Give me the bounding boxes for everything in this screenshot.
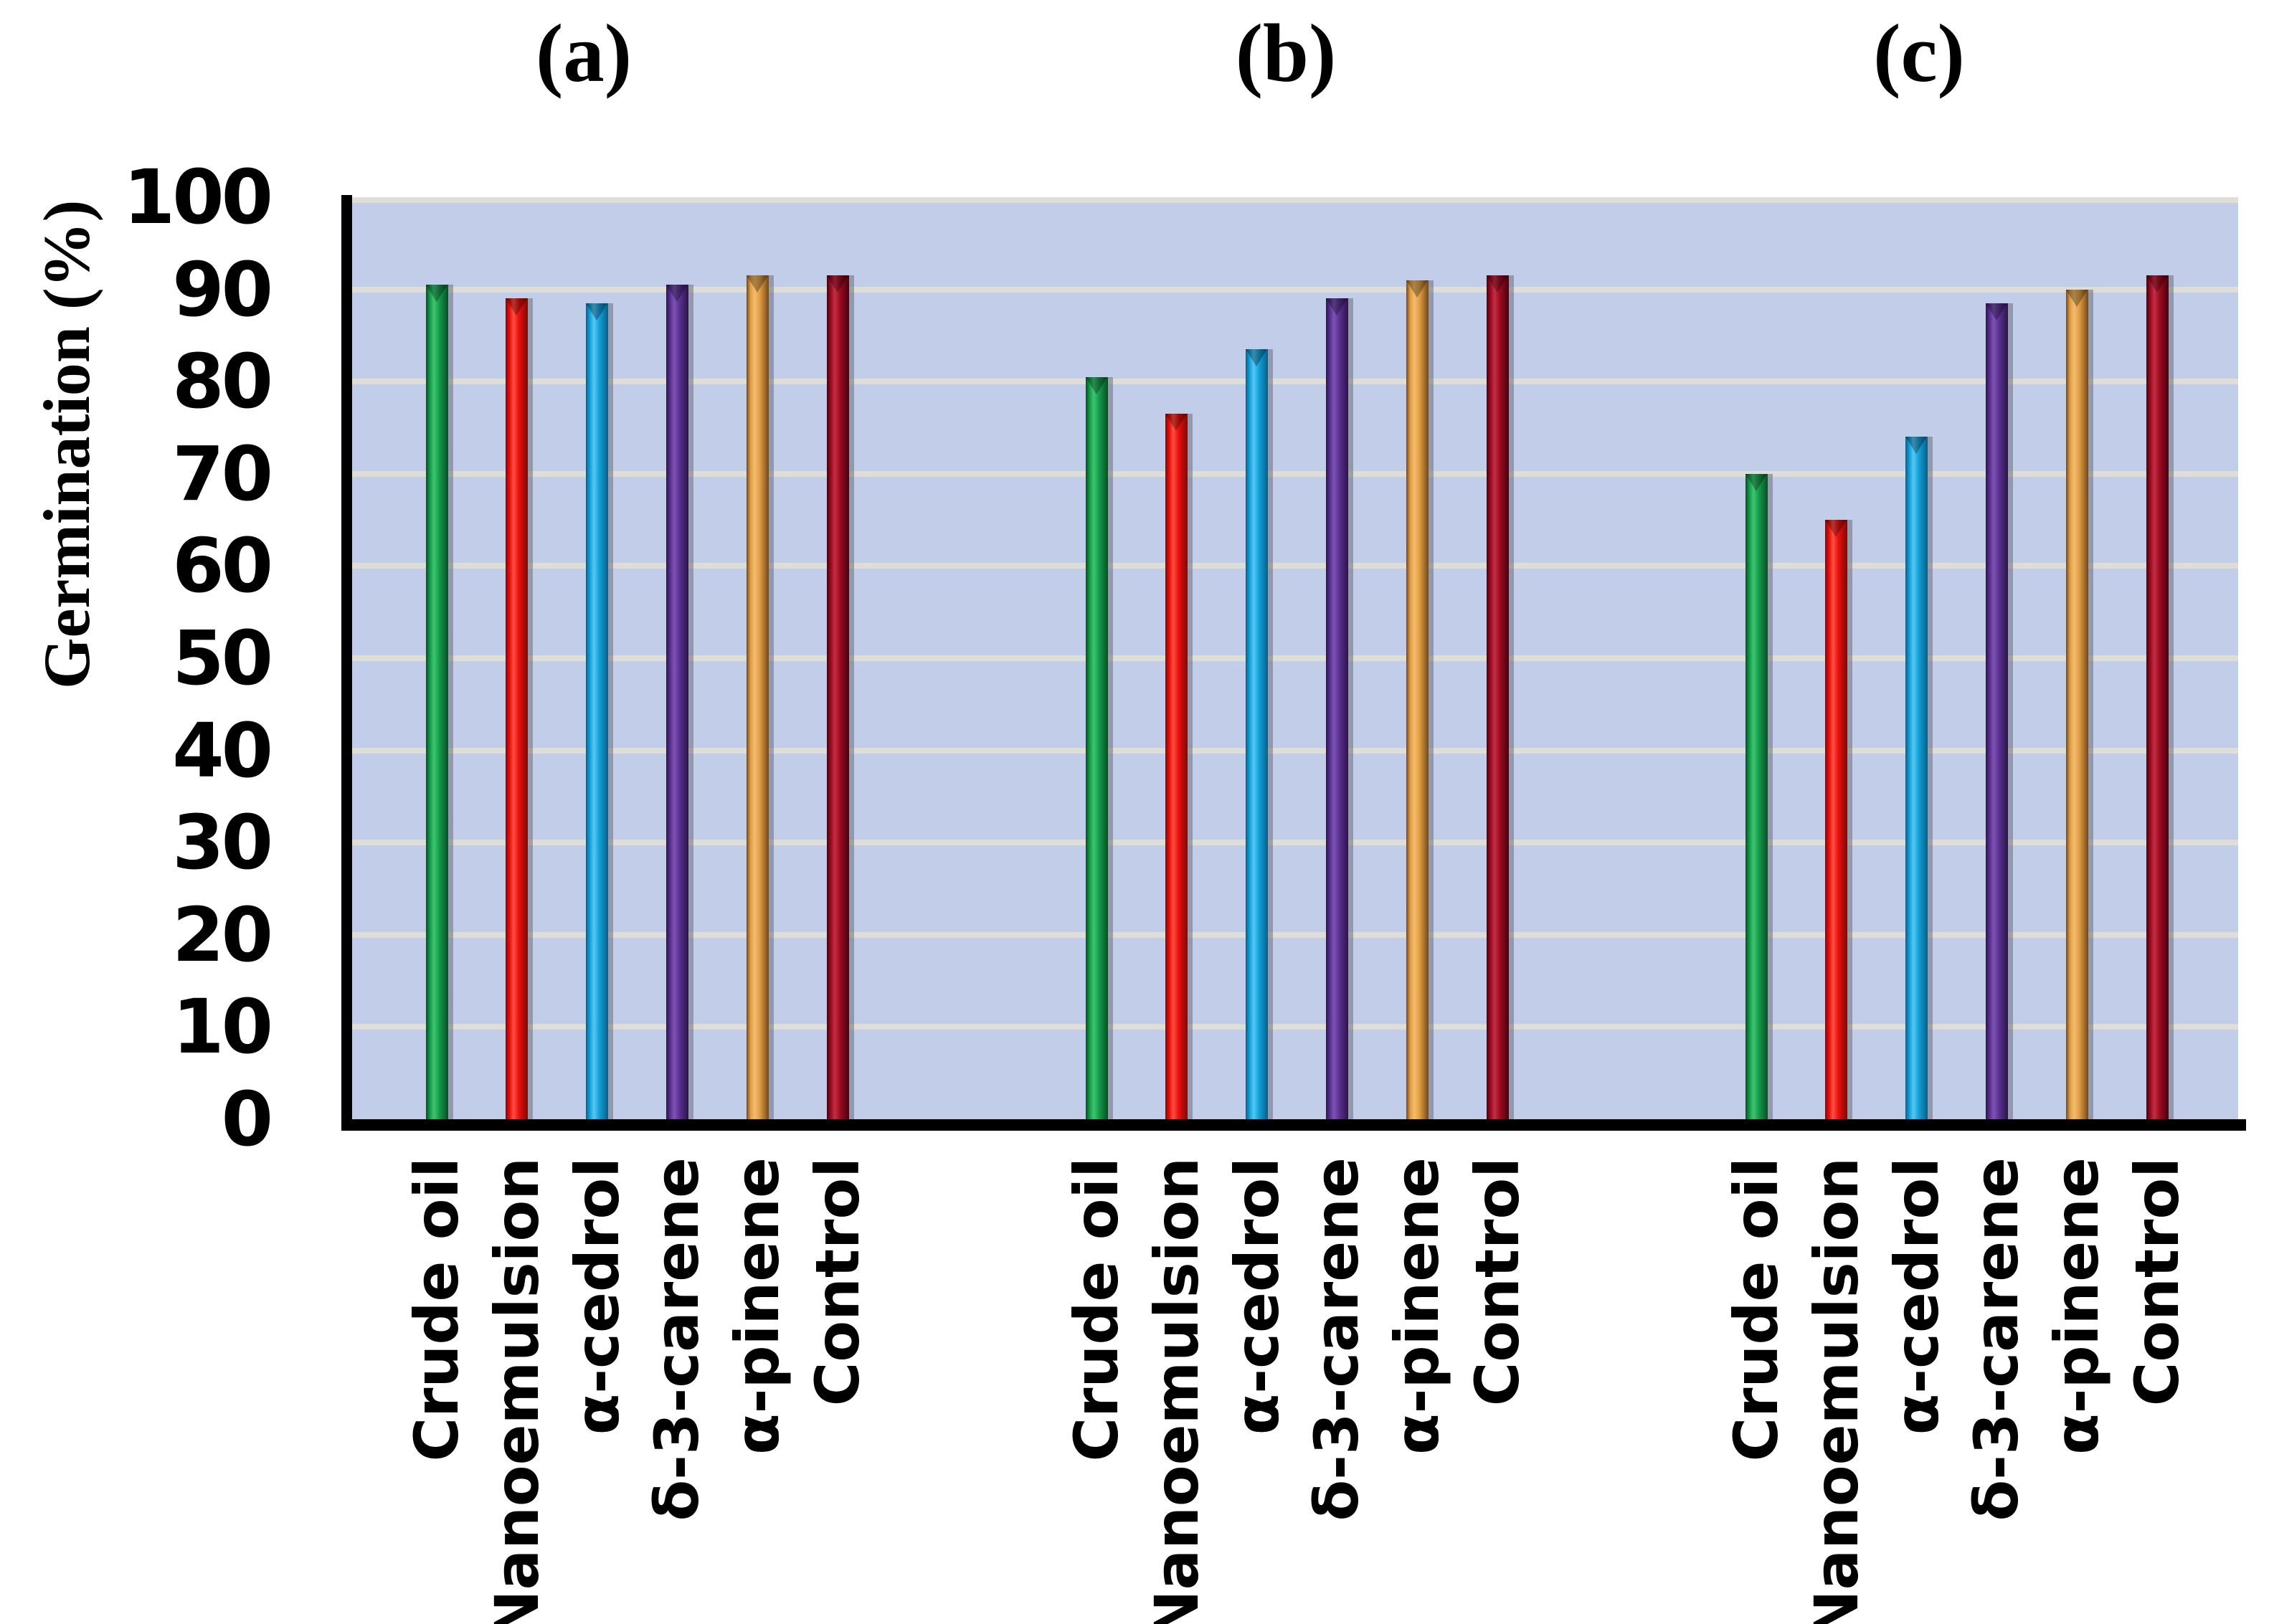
bar-b-purple — [1325, 298, 1348, 1119]
gridline-50 — [352, 655, 2238, 661]
panel-label-a: (a) — [535, 8, 633, 99]
x-axis-line — [341, 1119, 2246, 1131]
bar-top-notch — [1406, 280, 1428, 298]
x-label-c-6: Control — [2122, 1157, 2192, 1407]
y-tick-label-90: 90 — [172, 245, 273, 333]
x-label-a-3: α-cedrol — [562, 1157, 633, 1435]
x-label-a-4: δ-3-carene — [642, 1157, 713, 1521]
bar-b-orange — [1406, 280, 1429, 1119]
gridline-30 — [352, 840, 2238, 846]
bar-top-notch — [1825, 520, 1847, 538]
bar-c-purple — [1985, 303, 2008, 1119]
bar-b-blue — [1246, 349, 1269, 1119]
gridline-20 — [352, 931, 2238, 938]
panel-label-b: (b) — [1235, 8, 1337, 99]
bar-c-green — [1745, 473, 1768, 1119]
x-label-b-5: α-pinene — [1382, 1157, 1453, 1456]
bar-top-notch — [1486, 275, 1508, 293]
bar-top-notch — [2065, 289, 2088, 307]
gridline-60 — [352, 563, 2238, 569]
gridline-100 — [352, 197, 2238, 203]
bar-b-red — [1165, 414, 1188, 1119]
y-tick-label-50: 50 — [172, 614, 273, 702]
bar-c-orange — [2065, 289, 2088, 1119]
x-label-c-1: Crude oil — [1721, 1157, 1791, 1462]
bar-a-purple — [665, 285, 688, 1119]
bar-top-notch — [586, 303, 608, 320]
bar-top-notch — [1085, 376, 1107, 394]
bar-top-notch — [826, 275, 848, 293]
y-tick-label-20: 20 — [172, 891, 273, 979]
x-label-c-2: Nanoemulsion — [1801, 1157, 1872, 1624]
x-label-a-6: Control — [802, 1157, 873, 1407]
x-label-b-1: Crude oil — [1061, 1157, 1132, 1462]
x-label-a-2: Nanoemulsion — [481, 1157, 552, 1624]
bar-top-notch — [1905, 437, 1928, 455]
bar-top-notch — [2146, 275, 2168, 293]
bar-top-notch — [665, 285, 688, 303]
bar-a-green — [425, 285, 448, 1119]
y-tick-label-40: 40 — [172, 706, 273, 794]
bar-top-notch — [425, 285, 447, 303]
bar-a-red — [506, 298, 529, 1119]
bar-c-dark-red — [2146, 275, 2169, 1119]
y-tick-label-30: 30 — [172, 799, 273, 887]
panel-label-c: (c) — [1873, 8, 1965, 99]
y-tick-label-80: 80 — [172, 338, 273, 426]
bar-top-notch — [1985, 303, 2007, 320]
x-label-b-3: α-cedrol — [1221, 1157, 1292, 1435]
bar-c-blue — [1905, 437, 1928, 1119]
x-label-c-5: α-pinene — [2042, 1157, 2113, 1456]
gridline-70 — [352, 470, 2238, 477]
gridline-90 — [352, 286, 2238, 293]
bar-top-notch — [1325, 298, 1347, 316]
x-label-b-4: δ-3-carene — [1302, 1157, 1373, 1521]
bar-top-notch — [1165, 414, 1188, 432]
bar-top-notch — [506, 298, 528, 316]
bar-a-blue — [586, 303, 609, 1119]
plot-area — [352, 197, 2238, 1119]
gridline-40 — [352, 747, 2238, 754]
bar-b-dark-red — [1486, 275, 1509, 1119]
x-label-a-5: α-pinene — [722, 1157, 793, 1456]
bar-top-notch — [746, 275, 768, 293]
x-label-c-3: α-cedrol — [1881, 1157, 1952, 1435]
bar-top-notch — [1246, 349, 1268, 367]
x-label-a-1: Crude oil — [402, 1157, 472, 1462]
y-tick-label-0: 0 — [221, 1075, 273, 1163]
bar-top-notch — [1745, 473, 1767, 491]
bar-a-dark-red — [826, 275, 849, 1119]
bar-c-red — [1825, 520, 1848, 1119]
y-tick-label-10: 10 — [172, 983, 273, 1071]
gridline-80 — [352, 379, 2238, 385]
bar-b-green — [1085, 376, 1108, 1119]
y-tick-label-70: 70 — [172, 429, 273, 518]
gridline-10 — [352, 1024, 2238, 1030]
x-label-c-4: δ-3-carene — [1961, 1157, 2032, 1521]
x-label-b-6: Control — [1462, 1157, 1533, 1407]
y-axis-line — [341, 195, 352, 1131]
bar-a-orange — [746, 275, 769, 1119]
x-label-b-2: Nanoemulsion — [1141, 1157, 1212, 1624]
y-tick-label-100: 100 — [123, 153, 273, 241]
y-tick-label-60: 60 — [172, 522, 273, 610]
